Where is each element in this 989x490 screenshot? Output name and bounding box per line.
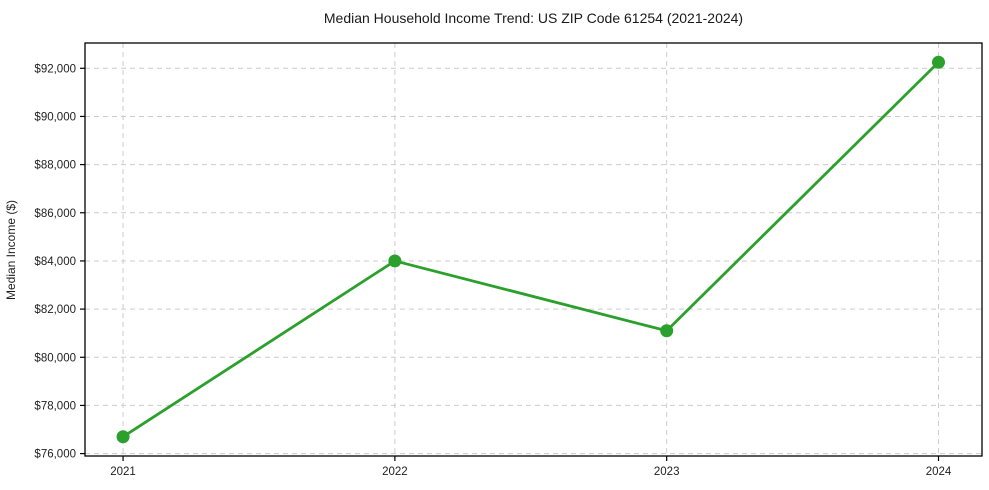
x-tick-label: 2023 (654, 466, 680, 478)
x-tick-label: 2024 (926, 466, 952, 478)
y-tick-label: $84,000 (34, 256, 76, 268)
plot-border (84, 42, 983, 457)
y-axis-label: Median Income ($) (4, 200, 18, 300)
data-point-marker (660, 324, 674, 338)
y-tick-label: $86,000 (34, 208, 76, 220)
y-tick-label: $78,000 (34, 400, 76, 412)
y-tick-label: $92,000 (34, 63, 76, 75)
data-point-marker (932, 55, 946, 69)
data-series (116, 55, 946, 444)
y-tick-label: $90,000 (34, 111, 76, 123)
axis-ticks (80, 67, 940, 461)
plot-border-group (84, 42, 983, 457)
chart-title: Median Household Income Trend: US ZIP Co… (323, 10, 744, 26)
gridlines (85, 43, 982, 456)
x-tick-label: 2021 (110, 466, 136, 478)
y-tick-label: $76,000 (34, 449, 76, 461)
x-tick-label: 2022 (382, 466, 408, 478)
y-tick-label: $80,000 (34, 352, 76, 364)
tick-labels: $76,000 $78,000 $80,000 $82,000 $84,000 $86,0… (34, 63, 951, 478)
data-point-marker (388, 254, 402, 268)
data-point-marker (116, 430, 130, 444)
y-tick-label: $88,000 (34, 160, 76, 172)
trend-line (121, 60, 940, 439)
y-tick-label: $82,000 (34, 304, 76, 316)
